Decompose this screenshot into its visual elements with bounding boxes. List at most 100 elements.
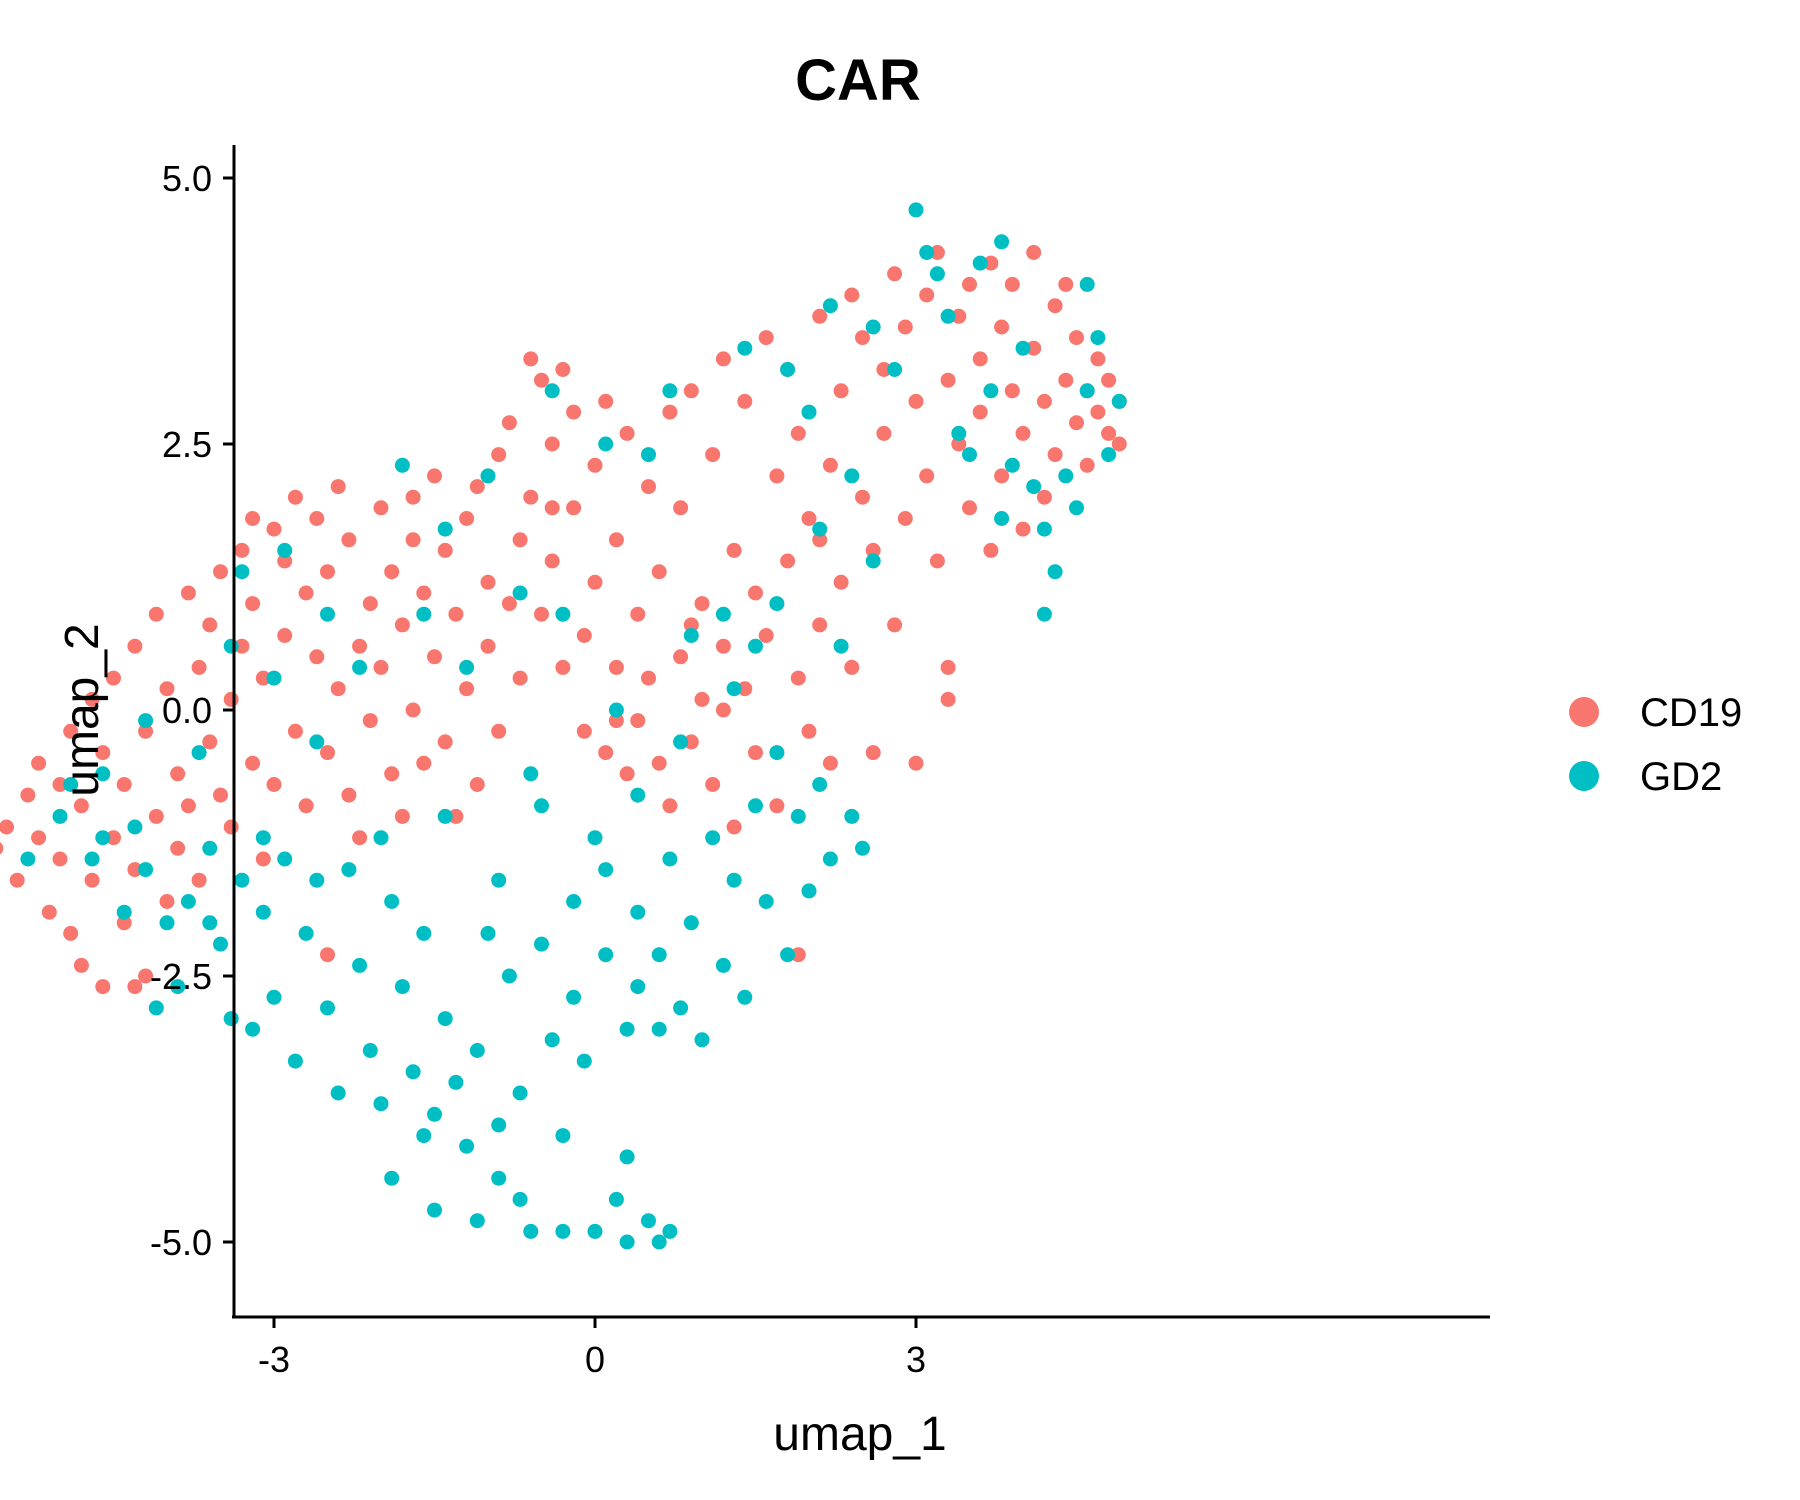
data-point [994, 511, 1010, 526]
data-point [619, 766, 635, 782]
data-point [501, 415, 517, 431]
data-point [1004, 276, 1020, 292]
data-point [245, 755, 261, 771]
data-point [277, 553, 293, 569]
data-point [940, 691, 956, 707]
y-tick-label: -2.5 [150, 956, 212, 997]
data-point [1004, 383, 1020, 399]
data-point [41, 904, 57, 920]
data-point [373, 659, 389, 675]
data-point [844, 659, 860, 675]
data-point [138, 723, 154, 739]
data-point [683, 628, 699, 643]
legend-label: CD19 [1640, 691, 1742, 735]
data-point [919, 245, 935, 260]
data-point [673, 1000, 689, 1016]
data-point [790, 670, 806, 686]
data-point [234, 564, 250, 580]
data-point [534, 798, 549, 814]
data-point [437, 734, 453, 750]
data-point [52, 851, 68, 867]
data-point [309, 511, 325, 526]
data-point [619, 1149, 635, 1165]
legend-label: GD2 [1640, 755, 1722, 799]
data-point [897, 319, 913, 335]
data-point [277, 851, 293, 867]
data-point [983, 383, 999, 399]
data-point [469, 1213, 485, 1229]
data-point [73, 957, 89, 973]
data-point [812, 532, 828, 548]
data-point [576, 628, 592, 643]
data-point [929, 245, 945, 260]
data-point [865, 542, 881, 558]
data-point [641, 670, 656, 686]
data-point [555, 1223, 571, 1239]
data-point [501, 968, 517, 984]
data-point [855, 840, 870, 856]
data-point [673, 500, 689, 516]
data-point [0, 819, 14, 835]
data-point [362, 1043, 378, 1058]
data-point [780, 553, 796, 569]
x-axis-ticks: -6-303 [258, 1317, 926, 1380]
data-point [277, 628, 293, 643]
data-point [116, 915, 132, 931]
data-point [384, 766, 400, 782]
data-point [213, 564, 228, 580]
data-point [705, 447, 721, 463]
data-point [994, 468, 1010, 484]
data-point [887, 362, 903, 377]
data-point [427, 1106, 442, 1122]
data-point [416, 1128, 432, 1144]
data-point [1036, 606, 1052, 622]
data-point [929, 553, 945, 569]
data-point [1069, 500, 1084, 516]
data-point [748, 638, 763, 654]
data-point [780, 362, 796, 377]
data-point [148, 606, 164, 622]
data-point [844, 287, 860, 303]
data-point [1079, 383, 1095, 399]
data-point [427, 1202, 442, 1218]
y-tick-label: 0.0 [162, 690, 212, 731]
data-point [459, 511, 475, 526]
data-point [662, 1223, 678, 1239]
data-point [951, 425, 967, 441]
data-point [287, 723, 303, 739]
data-point [929, 266, 945, 282]
data-point [801, 723, 817, 739]
data-point [159, 915, 175, 931]
data-point [394, 808, 410, 824]
data-point [31, 755, 47, 771]
data-point [662, 851, 678, 867]
data-point [1004, 457, 1020, 473]
legend-key [1569, 761, 1599, 791]
data-point [480, 925, 496, 941]
x-tick-label: 0 [585, 1339, 605, 1380]
x-tick-label: 3 [906, 1339, 926, 1380]
data-point [994, 319, 1010, 335]
data-point [897, 511, 913, 526]
data-point [138, 713, 154, 729]
data-point [598, 745, 614, 761]
data-point [394, 979, 410, 995]
data-point [416, 755, 432, 771]
data-point [940, 659, 956, 675]
data-point [972, 255, 988, 271]
data-point [715, 606, 731, 622]
data-point [437, 1011, 453, 1027]
data-point [780, 947, 796, 963]
data-point [266, 989, 282, 1005]
data-point [769, 596, 785, 612]
data-point [84, 691, 100, 707]
data-point [940, 372, 956, 388]
data-point [394, 457, 410, 473]
data-point [790, 808, 806, 824]
data-point [1026, 245, 1042, 260]
data-point [1101, 372, 1117, 388]
data-point [587, 1223, 603, 1239]
data-point [801, 883, 817, 899]
data-point [876, 362, 892, 377]
data-point [1047, 564, 1063, 580]
